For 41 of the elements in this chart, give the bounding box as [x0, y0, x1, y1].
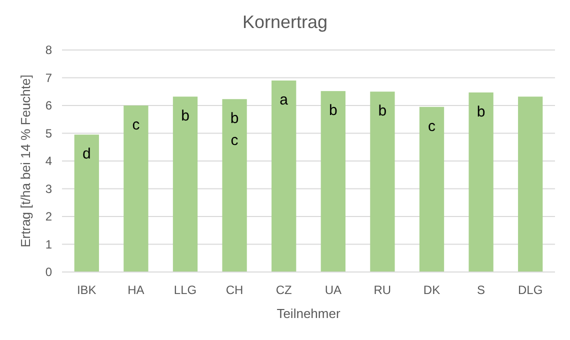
data-label: b: [378, 102, 387, 120]
y-tick-label: 4: [45, 154, 52, 168]
bar: [222, 99, 247, 272]
bar: [370, 92, 395, 272]
x-tick-label: CZ: [276, 283, 292, 297]
data-label: d: [82, 146, 91, 163]
y-tick-label: 8: [45, 43, 52, 58]
x-tick-label: CH: [226, 283, 244, 297]
x-tick-label: LLG: [174, 283, 197, 297]
x-tick-label: IBK: [76, 283, 96, 297]
y-tick-label: 3: [45, 182, 52, 196]
y-tick-label: 0: [45, 265, 52, 280]
bar: [518, 96, 543, 272]
data-label: b: [328, 102, 338, 120]
data-label: a: [280, 92, 289, 109]
y-tick-label: 1: [45, 237, 52, 252]
data-label: c: [132, 116, 140, 134]
bar: [320, 91, 346, 272]
x-tick-label: HA: [128, 283, 144, 297]
x-tick-label: DK: [423, 283, 440, 297]
x-tick-label: UA: [324, 283, 342, 297]
bar: [419, 106, 444, 272]
y-axis-title: Ertrag [t/ha bei 14 % Feuchte]: [18, 74, 33, 248]
x-axis-title: Teilnehmer: [276, 306, 341, 321]
y-tick-label: 5: [45, 126, 52, 140]
bar: [124, 106, 148, 272]
bar: [468, 92, 494, 272]
bar: [74, 134, 99, 272]
x-tick-label: S: [477, 283, 486, 297]
y-tick-label: 2: [45, 210, 52, 224]
y-tick-label: 6: [45, 98, 52, 113]
x-tick-label: RU: [374, 283, 392, 297]
data-label: b c: [230, 110, 239, 150]
data-label: b: [181, 108, 190, 125]
y-tick-label: 7: [45, 70, 52, 85]
data-label: c: [428, 118, 436, 135]
data-label: b: [476, 103, 486, 120]
chart-title: Kornertrag: [242, 12, 328, 32]
bar: [272, 80, 296, 272]
bar: [172, 96, 198, 272]
x-tick-label: DLG: [518, 283, 543, 297]
